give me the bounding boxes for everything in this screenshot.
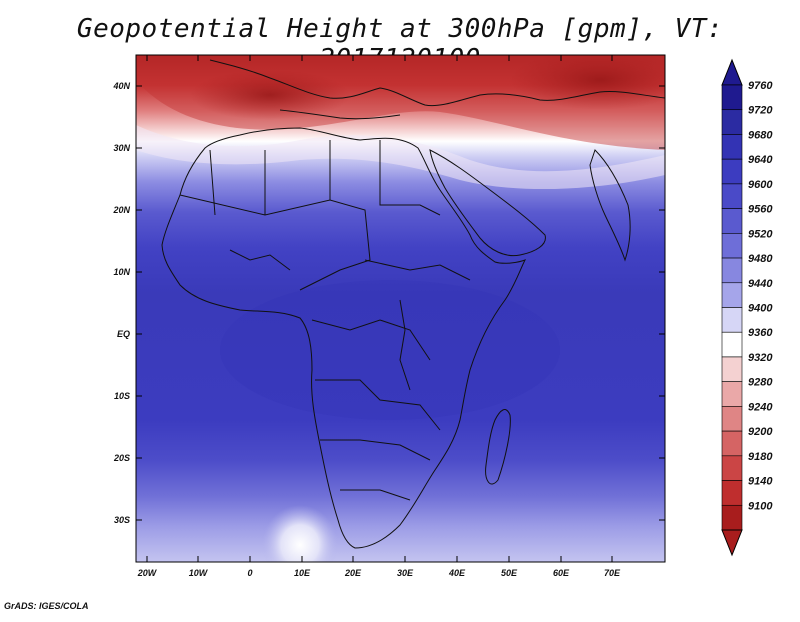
colorbar-top-arrow bbox=[721, 58, 743, 86]
colorbar-swatch bbox=[721, 455, 743, 481]
plot-frame bbox=[135, 54, 666, 563]
colorbar-swatch bbox=[721, 109, 743, 135]
colorbar-label: 9180 bbox=[748, 451, 773, 463]
colorbar-swatch bbox=[721, 208, 743, 234]
lon-label: 50E bbox=[501, 568, 518, 578]
colorbar-label: 9240 bbox=[748, 401, 773, 413]
colorbar-swatch bbox=[721, 504, 743, 531]
colorbar-swatch bbox=[721, 183, 743, 209]
lon-label: 20E bbox=[344, 568, 362, 578]
colorbar-label: 9640 bbox=[748, 154, 773, 166]
lon-label: 10E bbox=[294, 568, 311, 578]
colorbar-label: 9360 bbox=[748, 327, 773, 339]
colorbar-label: 9440 bbox=[748, 278, 773, 290]
lon-axis: 20W 10W 0 10E 20E 30E 40E 50E 60E 70E bbox=[137, 55, 621, 578]
colorbar-swatch bbox=[721, 406, 743, 432]
lon-label: 20W bbox=[137, 568, 158, 578]
colorbar-label: 9480 bbox=[748, 253, 773, 265]
lat-label: 40N bbox=[112, 81, 130, 91]
colorbar-label: 9560 bbox=[748, 204, 773, 216]
lat-label: 20N bbox=[112, 205, 130, 215]
height-field bbox=[136, 55, 665, 562]
colorbar: 9760 9720 9680 9640 9600 9560 9520 9480 9440 9400… bbox=[721, 58, 773, 557]
colorbar-swatch bbox=[721, 430, 743, 457]
colorbar-label: 9400 bbox=[748, 303, 773, 315]
colorbar-label: 9100 bbox=[748, 500, 773, 512]
lon-label: 60E bbox=[553, 568, 570, 578]
lon-label: 70E bbox=[604, 568, 621, 578]
lon-label: 0 bbox=[247, 568, 252, 578]
lat-label: 10N bbox=[113, 267, 130, 277]
colorbar-swatch bbox=[721, 233, 743, 259]
colorbar-label: 9680 bbox=[748, 129, 773, 141]
lat-label: 20S bbox=[113, 453, 130, 463]
lat-axis: 40N 30N 20N 10N EQ 10S 20S 30S bbox=[112, 81, 665, 525]
colorbar-label: 9600 bbox=[748, 179, 773, 191]
lon-label: 30E bbox=[397, 568, 414, 578]
colorbar-label: 9320 bbox=[748, 352, 773, 364]
lat-label: EQ bbox=[117, 329, 130, 339]
colorbar-swatch bbox=[721, 381, 743, 407]
colorbar-label: 9280 bbox=[748, 377, 773, 389]
lat-label: 30N bbox=[113, 143, 130, 153]
lon-label: 10W bbox=[189, 568, 209, 578]
grads-credit: GrADS: IGES/COLA bbox=[4, 601, 89, 611]
lat-label: 10S bbox=[114, 391, 130, 401]
colorbar-bottom-arrow bbox=[721, 529, 743, 557]
colorbar-swatch bbox=[721, 282, 743, 308]
colorbar-swatch bbox=[721, 480, 743, 506]
lat-label: 30S bbox=[114, 515, 130, 525]
colorbar-swatch bbox=[721, 134, 743, 160]
colorbar-swatch bbox=[721, 307, 743, 333]
colorbar-swatch bbox=[721, 158, 743, 185]
colorbar-label: 9520 bbox=[748, 228, 773, 240]
colorbar-swatch bbox=[721, 84, 743, 111]
colorbar-label: 9760 bbox=[748, 80, 773, 92]
colorbar-label: 9720 bbox=[748, 105, 773, 117]
colorbar-swatch bbox=[721, 356, 743, 382]
colorbar-swatch bbox=[721, 331, 743, 358]
colorbar-label: 9140 bbox=[748, 476, 773, 488]
colorbar-swatch bbox=[721, 257, 743, 284]
lon-label: 40E bbox=[448, 568, 466, 578]
colorbar-label: 9200 bbox=[748, 426, 773, 438]
coastlines bbox=[161, 59, 665, 549]
